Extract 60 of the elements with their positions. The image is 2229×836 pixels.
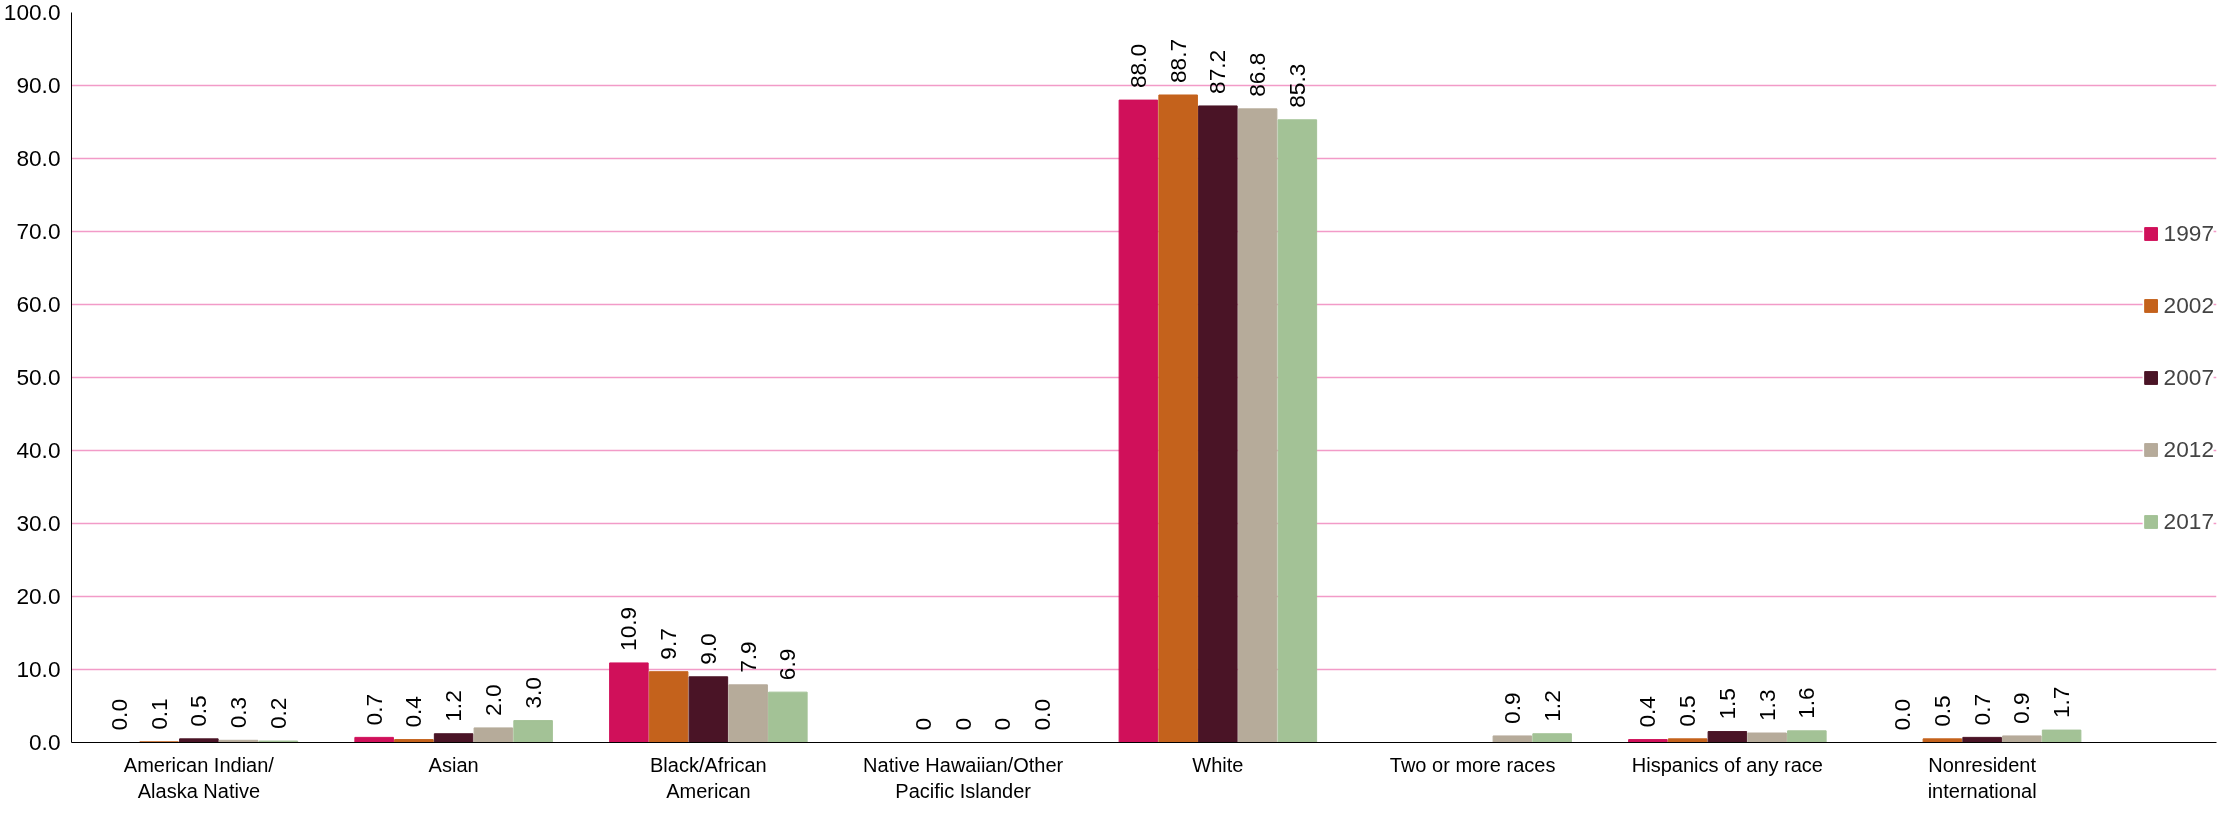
legend-label: 2012 [2163,435,2214,463]
y-tick-label: 20.0 [16,583,61,609]
legend-label: 1997 [2163,219,2214,247]
x-tick-label: Black/African American [650,753,767,802]
data-label: 1.5 [1713,688,1740,720]
y-tick-label: 30.0 [16,510,61,536]
data-label: 0.0 [105,699,132,731]
y-tick-label: 100.0 [3,0,61,25]
data-label: 87.2 [1204,49,1231,94]
x-tick-label: Two or more races [1389,753,1556,776]
data-label: 0.5 [1928,695,1955,727]
data-label: 0.0 [1029,699,1056,731]
data-label: 0.7 [1968,693,1995,726]
data-label: 0 [989,717,1016,731]
data-label: 0.1 [145,698,172,730]
y-tick-label: 40.0 [16,437,61,463]
x-tick-label: Asian [428,753,479,776]
data-label: 1.7 [2048,686,2075,719]
data-label: 1.6 [1793,687,1820,719]
data-label: 0.5 [1674,695,1701,727]
data-label: 9.7 [655,628,682,660]
data-label: 10.9 [615,606,642,651]
data-label: 0.7 [360,693,387,726]
data-label: 0 [949,717,976,731]
data-label: 0.4 [400,696,427,728]
data-label: 2.0 [479,684,506,716]
data-label: 0.5 [185,695,212,727]
data-label: 0.9 [1498,692,1525,724]
data-label: 86.8 [1244,52,1271,97]
y-tick-label: 10.0 [16,656,61,682]
y-tick-label: 80.0 [16,145,61,171]
legend-label: 2002 [2163,291,2214,319]
data-label: 85.3 [1283,63,1310,108]
data-label: 0.2 [264,697,291,730]
data-label: 9.0 [694,633,721,665]
data-label: 88.7 [1164,38,1191,83]
y-tick-label: 90.0 [16,72,61,98]
y-tick-label: 60.0 [16,291,61,317]
data-label: 1.3 [1753,689,1780,722]
data-label: 0 [909,717,936,731]
x-tick-label: White [1192,753,1244,776]
data-label: 6.9 [774,648,801,681]
x-tick-label: Hispanics of any race [1631,753,1823,776]
data-label: 88.0 [1124,43,1151,89]
legend-label: 2017 [2163,507,2214,535]
legend-label: 2007 [2163,363,2214,391]
data-label: 1.2 [440,690,467,722]
y-tick-label: 50.0 [16,364,61,390]
data-label: 0.9 [2008,692,2035,724]
data-label: 0.4 [1634,696,1661,728]
x-tick-label: American Indian/Alaska Native [123,753,275,802]
y-tick-label: 70.0 [16,218,61,244]
data-label: 1.2 [1538,690,1565,722]
data-label: 3.0 [519,677,546,709]
x-tick-label: Native Hawaiian/Other Pacific Islander [863,753,1064,802]
x-tick-label: Nonresident international [1927,753,2037,802]
y-tick-label: 0.0 [29,729,61,755]
data-label: 0.0 [1889,699,1916,731]
data-label: 7.9 [734,641,761,673]
data-label: 0.3 [225,696,252,729]
